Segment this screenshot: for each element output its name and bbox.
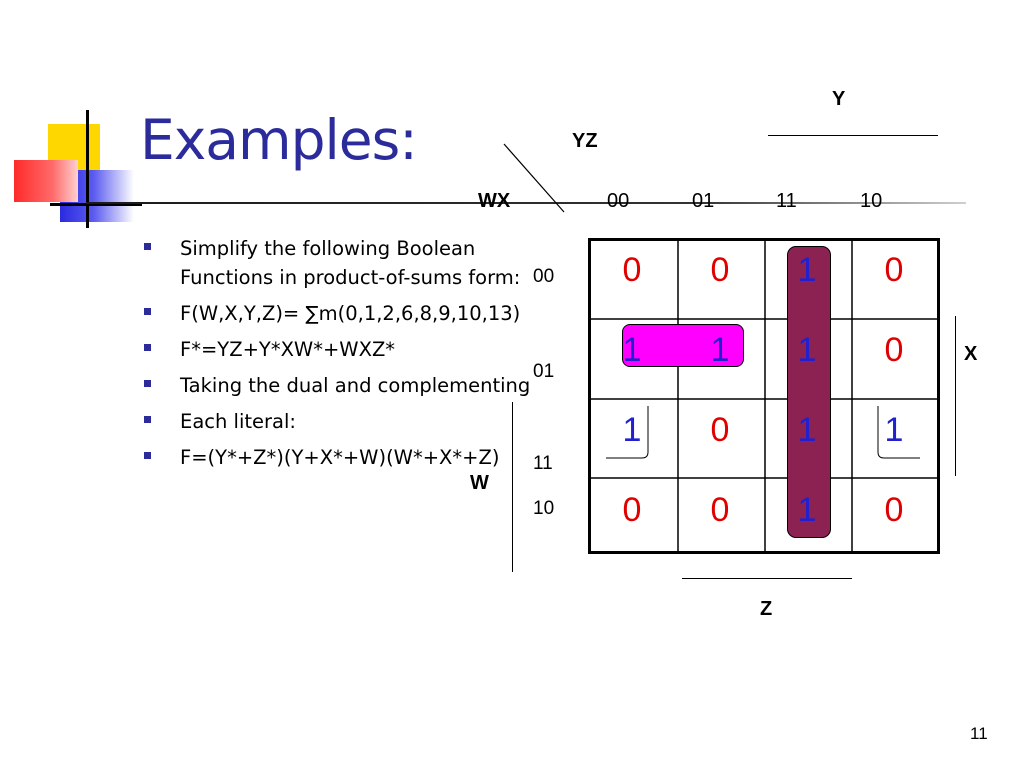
kmap-group-column — [787, 246, 831, 538]
kmap-cell: 0 — [622, 251, 642, 289]
kmap-col-header: 10 — [860, 190, 883, 212]
kmap-brace-line-y — [768, 135, 938, 136]
kmap-cell: 0 — [884, 331, 904, 369]
kmap-col-header: 00 — [607, 190, 630, 212]
kmap-col-header: 01 — [692, 190, 715, 212]
logo-red-square — [14, 160, 78, 202]
kmap-brace-label-y: Y — [832, 88, 846, 110]
kmap-brace-label-w: W — [470, 472, 489, 494]
kmap-cell: 0 — [710, 411, 730, 449]
kmap-cell: 1 — [797, 491, 817, 529]
kmap-group-pair — [622, 324, 744, 367]
kmap-cell: 0 — [884, 251, 904, 289]
kmap-grid-lines — [588, 238, 940, 554]
kmap-row-header: 10 — [533, 498, 555, 519]
bullet-icon — [144, 416, 151, 423]
kmap-brace-label-z: Z — [760, 598, 773, 620]
kmap-cell: 0 — [710, 491, 730, 529]
list-item-text: Each literal: — [180, 410, 296, 433]
kmap-cell: 1 — [622, 331, 642, 369]
kmap-wrap-bracket-right — [877, 406, 920, 459]
list-item-text: Simplify the following Boolean Functions… — [180, 237, 521, 289]
kmap-cell: 0 — [710, 251, 730, 289]
kmap-row-header: 00 — [533, 266, 555, 287]
list-item-text: Taking the dual and complementing — [180, 374, 531, 397]
bullet-icon — [144, 344, 151, 351]
kmap-brace-line-x — [955, 316, 956, 476]
kmap-row-header: 01 — [533, 361, 555, 382]
list-item: Taking the dual and complementing — [142, 371, 532, 400]
kmap-grid — [588, 238, 940, 554]
bullet-icon — [144, 308, 151, 315]
page-title: Examples: — [140, 108, 418, 172]
kmap-cell: 0 — [622, 491, 642, 529]
list-item: F=(Y*+Z*)(Y+X*+W)(W*+X*+Z) — [142, 443, 532, 472]
kmap-cell: 1 — [884, 411, 904, 449]
bullet-icon — [144, 452, 151, 459]
list-item: F*=YZ+Y*XW*+WXZ* — [142, 335, 532, 364]
kmap-corner-diagonal — [503, 143, 565, 213]
list-item: F(W,X,Y,Z)= ∑m(0,1,2,6,8,9,10,13) — [142, 299, 532, 328]
list-item-text: F(W,X,Y,Z)= ∑m(0,1,2,6,8,9,10,13) — [180, 302, 521, 325]
title-underline-rule — [86, 202, 966, 204]
kmap-brace-line-w — [512, 402, 513, 572]
kmap-cell: 1 — [622, 411, 642, 449]
kmap-brace-line-z — [682, 578, 852, 579]
kmap-col-var-label: YZ — [572, 130, 598, 152]
list-item: Simplify the following Boolean Functions… — [142, 234, 532, 292]
kmap-cell: 1 — [797, 331, 817, 369]
kmap-row-header: 11 — [533, 453, 553, 474]
bullet-icon — [144, 380, 151, 387]
bullet-list: Simplify the following Boolean Functions… — [142, 234, 532, 479]
bullet-icon — [144, 243, 151, 250]
list-item: Each literal: — [142, 407, 532, 436]
logo-horizontal-line — [50, 203, 142, 206]
kmap-wrap-bracket-left — [606, 406, 649, 459]
list-item-text: F=(Y*+Z*)(Y+X*+W)(W*+X*+Z) — [180, 446, 500, 469]
kmap-cell: 0 — [884, 491, 904, 529]
list-item-text: F*=YZ+Y*XW*+WXZ* — [180, 338, 396, 361]
page-number: 11 — [970, 724, 988, 743]
kmap-cell: 1 — [797, 251, 817, 289]
kmap-cell: 1 — [710, 331, 730, 369]
kmap-brace-label-x: X — [964, 343, 978, 365]
kmap-cell: 1 — [797, 411, 817, 449]
kmap-row-var-label: WX — [478, 190, 511, 212]
kmap-col-header: 11 — [776, 190, 797, 212]
logo-vertical-line — [86, 110, 89, 228]
